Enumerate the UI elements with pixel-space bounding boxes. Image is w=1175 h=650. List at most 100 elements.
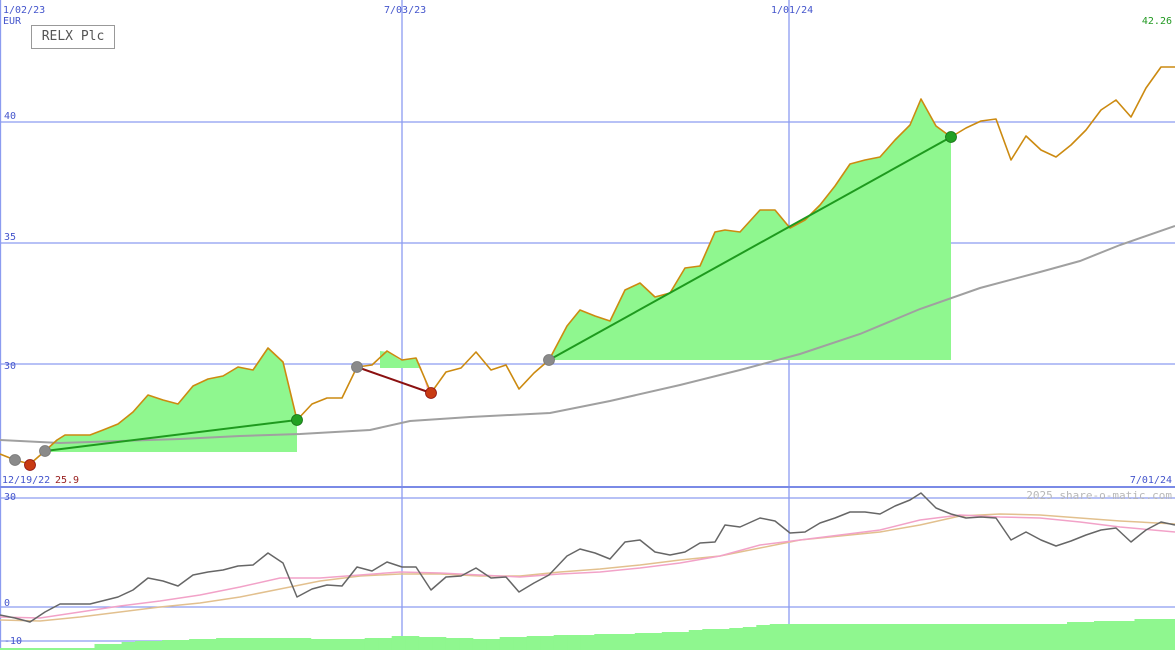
volume-bar	[162, 640, 177, 650]
date-label-start: 1/02/23	[3, 5, 45, 16]
volume-bar	[864, 624, 879, 650]
entry-marker	[39, 445, 51, 457]
volume-bar	[945, 624, 960, 650]
ytick-40: 40	[4, 111, 16, 122]
volume-bar	[540, 636, 555, 650]
volume-bar	[1039, 624, 1054, 650]
volume-bar	[526, 636, 541, 650]
volume-bar	[486, 639, 501, 650]
volume-bar	[999, 624, 1014, 650]
volume-bar	[121, 642, 136, 650]
volume-bar	[94, 644, 109, 650]
volume-bar	[432, 637, 447, 650]
volume-bar	[499, 637, 514, 650]
volume-bar	[607, 634, 622, 650]
volume-bar	[216, 638, 231, 650]
volume-bar	[742, 627, 757, 650]
loss-trade-line	[356, 366, 432, 394]
volume-bar	[729, 628, 744, 650]
volume-bar	[229, 638, 244, 650]
volume-bar	[1026, 624, 1041, 650]
volume-bar	[810, 624, 825, 650]
gain-trade-line-2	[548, 136, 952, 361]
volume-bar	[54, 648, 69, 650]
osc-fast-line	[0, 514, 1175, 619]
volume-bar	[378, 638, 393, 650]
volume-bar	[67, 648, 82, 650]
volume-bar	[283, 638, 298, 650]
volume-bar	[270, 638, 285, 650]
volume-bar	[958, 624, 973, 650]
volume-bar	[972, 624, 987, 650]
volume-bar	[1067, 622, 1082, 650]
volume-bar	[918, 624, 933, 650]
volume-bar	[891, 624, 906, 650]
volume-bar	[108, 644, 123, 650]
exit-gain-marker	[945, 131, 957, 143]
volume-bar	[337, 639, 352, 650]
volume-bar	[297, 638, 312, 650]
entry-marker	[9, 454, 21, 466]
volume-bar	[648, 633, 663, 650]
volume-bar	[567, 635, 582, 650]
volume-bar	[13, 648, 28, 650]
low-marker	[24, 459, 36, 471]
volume-bars	[0, 619, 1175, 650]
currency-label: EUR	[3, 16, 22, 27]
volume-bar	[661, 632, 676, 650]
ytick-30: 30	[4, 361, 16, 372]
volume-bar	[135, 641, 150, 650]
volume-bar	[756, 625, 771, 650]
ytick-35: 35	[4, 232, 16, 243]
ma-long-line	[0, 225, 1175, 445]
oscillator-panel	[0, 492, 1175, 623]
volume-bar	[675, 632, 690, 650]
chart-title: RELX Plc	[31, 25, 115, 49]
volume-bar	[459, 638, 474, 650]
volume-bar	[823, 624, 838, 650]
volume-bar	[310, 639, 325, 650]
volume-bar	[1080, 622, 1095, 650]
gain-fill-1	[45, 348, 297, 452]
volume-bar	[931, 624, 946, 650]
price-line	[0, 66, 1175, 465]
volume-bar	[445, 638, 460, 650]
volume-bar	[621, 634, 636, 650]
volume-bar	[189, 639, 204, 650]
gain-fill-2	[380, 351, 420, 368]
last-price-label: 42.26	[1142, 16, 1172, 27]
date-label-mid: 7/03/23	[384, 5, 426, 16]
volume-bar	[364, 638, 379, 650]
volume-bar	[202, 639, 217, 650]
gain-trade-line-1	[44, 419, 298, 452]
volume-bar	[27, 648, 42, 650]
date-label-late: 1/01/24	[771, 5, 813, 16]
exit-gain-marker	[291, 414, 303, 426]
volume-bar	[256, 638, 271, 650]
volume-bar	[634, 633, 649, 650]
osc-ytick-0: 0	[4, 598, 10, 609]
watermark: 2025 share-o-matic.com	[1026, 489, 1172, 502]
volume-bar	[850, 624, 865, 650]
volume-bar	[877, 624, 892, 650]
volume-bar	[769, 624, 784, 650]
volume-bar	[553, 635, 568, 650]
volume-bar	[1053, 624, 1068, 650]
date-label-left: 12/19/22	[2, 475, 50, 486]
volume-bar	[1012, 624, 1027, 650]
volume-bar	[243, 638, 258, 650]
osc-slow-line	[0, 513, 1175, 622]
low-value-label: 25.9	[55, 475, 79, 486]
entry-marker	[543, 354, 555, 366]
volume-bar	[1148, 619, 1163, 650]
volume-bar	[148, 641, 163, 650]
volume-bar	[351, 639, 366, 650]
axis-labels: 1/02/23 EUR 7/03/23 1/01/24 42.26 40 35 …	[2, 5, 1172, 647]
osc-ytick-neg10: -10	[4, 636, 22, 647]
volume-bar	[418, 637, 433, 650]
volume-bar	[40, 648, 55, 650]
volume-bar	[580, 635, 595, 650]
volume-bar	[1094, 621, 1109, 650]
osc-line	[0, 492, 1175, 623]
entry-marker	[351, 361, 363, 373]
